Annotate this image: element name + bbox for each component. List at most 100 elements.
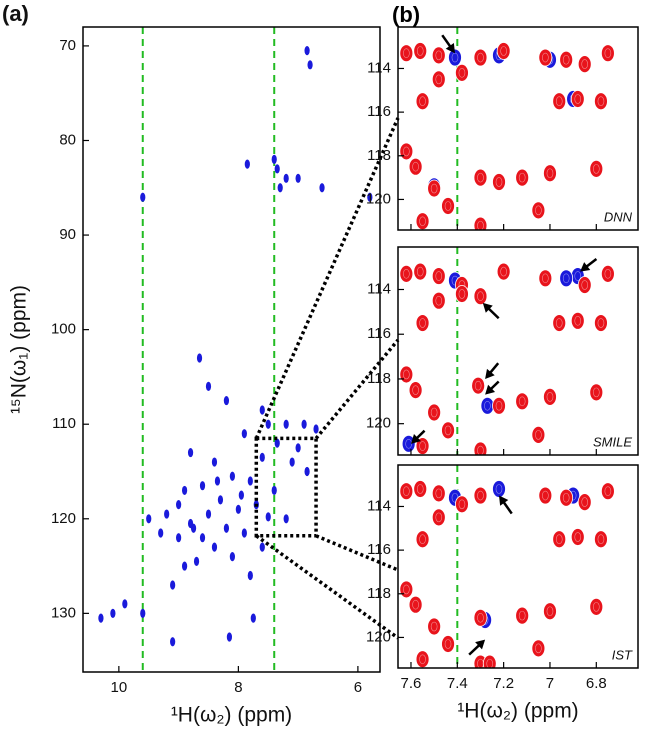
peak [271,154,277,165]
peak [259,452,265,462]
peak-contour [555,96,563,107]
peak-contour [581,280,589,290]
peak-contour [419,318,426,328]
peak-contour [412,385,419,395]
peak-contour [477,612,484,623]
peak [577,55,592,74]
peak [199,533,206,543]
y-tick-label: 120 [366,415,391,432]
peak [415,650,430,668]
peak-contour [412,161,419,172]
x-tick-label: 7.4 [447,675,468,692]
peak [552,314,567,332]
peak-contour [542,52,549,63]
peak-contour [458,289,466,299]
peak-contour [574,94,582,104]
peak-contour [597,96,605,107]
peak-contour [416,46,424,56]
peak-contour [474,380,482,391]
peak-contour [500,46,507,56]
peak [408,381,423,400]
peak [431,46,446,65]
peak-contour [403,269,410,279]
peak [496,262,511,281]
y-tick-label: 120 [51,510,76,527]
peak-contour [535,643,542,654]
peak-contour [444,425,452,436]
zoom-connector [254,117,400,440]
panel-label: (a) [2,1,29,26]
y-tick-label: 114 [367,59,391,76]
peak [515,168,530,187]
peak-contour [518,396,526,407]
peak-contour [435,50,443,61]
peak [471,376,486,395]
peak-contour [403,486,410,496]
peak [211,457,218,467]
peak [496,42,511,60]
peak-contour [405,439,412,449]
y-tick-label: 90 [59,226,76,243]
peak-contour [412,599,419,610]
peak [455,63,469,82]
x-tick-label: 6.8 [586,675,607,692]
peak-contour [419,534,426,545]
peak-contour [477,490,484,501]
y-tick-label: 120 [366,190,391,207]
peak [431,484,446,503]
y-tick-label: 118 [367,370,391,387]
peak-contour [477,291,484,302]
peak-contour [604,48,612,58]
peak-contour [435,488,443,499]
peak [413,480,428,498]
peak [265,419,271,429]
peak [181,485,188,496]
peak-contour [535,430,542,440]
peak [570,90,585,108]
peak [413,262,428,281]
y-tick-label: 110 [52,415,76,432]
plot-content [399,465,615,668]
peak-contour [593,602,600,612]
peak-contour [435,271,443,281]
peak-contour [403,584,410,595]
x-tick-label: 7.2 [493,675,514,692]
peak-contour [542,490,549,501]
peak [515,606,530,625]
peak-contour [477,220,484,230]
peak-contour [435,74,443,85]
peak [176,533,182,543]
peak [259,542,265,552]
peak [241,528,247,538]
peak [538,269,553,288]
zoom-box [254,436,318,538]
peak [427,617,442,636]
peak [214,476,221,486]
plot-frame [82,26,381,673]
peak [304,46,310,56]
y-tick-label: 118 [367,147,391,164]
peak [589,159,604,178]
peak [431,70,446,89]
peak [492,480,506,498]
inset-label: IST [612,647,633,662]
peak-contour [403,369,410,380]
peak [295,443,301,453]
peak-contour [604,486,612,496]
peak [217,495,224,505]
peak [367,192,373,202]
x-tick-label: 6 [354,679,362,696]
arrow-head [485,368,495,379]
peak-contour [574,532,582,542]
plot-area [83,27,380,672]
peak-contour [416,266,424,277]
peak [110,608,116,618]
peak [482,654,497,668]
peak [559,488,574,507]
peak [307,60,313,70]
peak-contour [430,621,438,632]
peak [274,164,280,174]
peak [538,486,553,505]
peak [570,528,585,546]
peak [441,635,455,653]
